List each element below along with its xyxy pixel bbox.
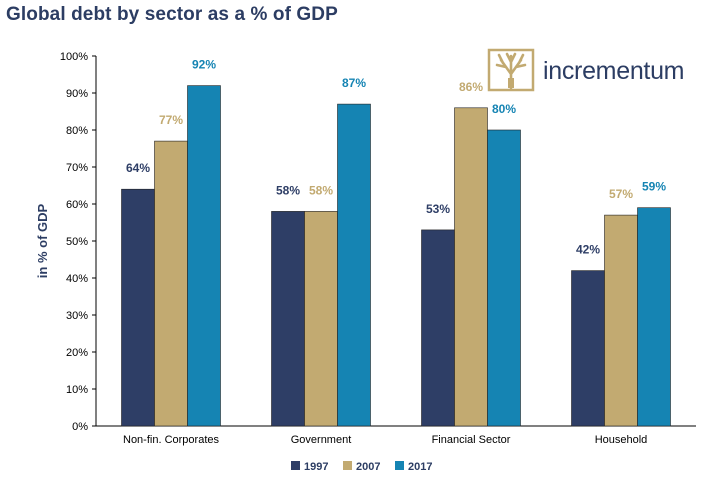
y-axis-label: in % of GDP xyxy=(35,203,50,278)
incrementum-logo: incrementum xyxy=(487,48,701,94)
bar-1997 xyxy=(271,211,305,427)
bar-1997 xyxy=(571,270,605,427)
data-label-1997: 53% xyxy=(426,202,450,216)
y-tick-label: 90% xyxy=(66,88,88,100)
data-label-2017: 87% xyxy=(342,76,366,90)
data-label-2007: 57% xyxy=(609,187,633,201)
data-label-1997: 42% xyxy=(576,243,600,257)
y-tick-label: 50% xyxy=(66,236,88,248)
bar-2007 xyxy=(304,211,338,427)
logo-text: incrementum xyxy=(543,57,685,85)
bar-2007 xyxy=(454,107,488,427)
data-label-2017: 92% xyxy=(192,58,216,72)
bar-2007 xyxy=(604,214,638,427)
data-label-2007: 77% xyxy=(159,113,183,127)
legend-swatch-2017 xyxy=(395,461,404,470)
bar-2017 xyxy=(487,129,521,427)
x-tick-label: Financial Sector xyxy=(432,434,511,446)
chart-title: Global debt by sector as a % of GDP xyxy=(6,4,338,25)
data-label-1997: 64% xyxy=(126,161,150,175)
y-tick-label: 40% xyxy=(66,273,88,285)
legend-swatch-1997 xyxy=(291,461,300,470)
y-tick-label: 60% xyxy=(66,199,88,211)
legend-label-2017: 2017 xyxy=(408,461,432,473)
y-tick-label: 20% xyxy=(66,347,88,359)
y-tick-label: 10% xyxy=(66,384,88,396)
bar-1997 xyxy=(421,229,455,427)
y-tick-label: 0% xyxy=(72,421,88,433)
x-tick-label: Household xyxy=(595,434,648,446)
legend-label-1997: 1997 xyxy=(304,461,328,473)
bar-2017 xyxy=(637,207,671,427)
legend-swatch-2007 xyxy=(343,461,352,470)
data-label-2007: 86% xyxy=(459,80,483,94)
bar-2007 xyxy=(154,140,188,427)
bar-2017 xyxy=(337,103,371,427)
bar-2017 xyxy=(187,85,221,427)
y-tick-label: 30% xyxy=(66,310,88,322)
x-tick-label: Non-fin. Corporates xyxy=(123,434,219,446)
data-label-2007: 58% xyxy=(309,183,333,197)
x-tick-label: Government xyxy=(291,434,352,446)
data-label-2017: 59% xyxy=(642,180,666,194)
legend-label-2007: 2007 xyxy=(356,461,380,473)
bar-1997 xyxy=(121,188,155,427)
y-tick-label: 100% xyxy=(60,51,88,63)
data-label-1997: 58% xyxy=(276,183,300,197)
tree-logo-icon xyxy=(487,48,535,92)
y-tick-label: 70% xyxy=(66,162,88,174)
data-label-2017: 80% xyxy=(492,102,516,116)
y-tick-label: 80% xyxy=(66,125,88,137)
